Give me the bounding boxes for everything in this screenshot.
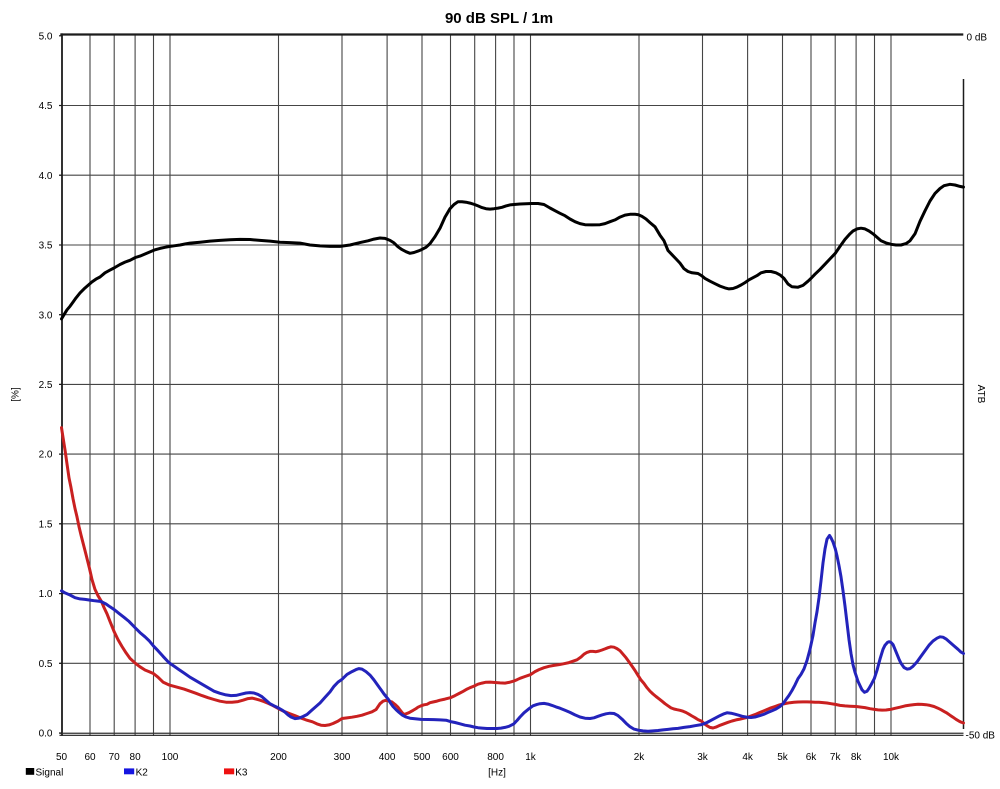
svg-text:5.0: 5.0 [39,31,53,42]
svg-text:300: 300 [334,752,351,763]
svg-text:4.5: 4.5 [39,101,53,112]
svg-text:400: 400 [379,752,396,763]
svg-text:3.0: 3.0 [39,310,53,321]
svg-text:90 dB SPL / 1m: 90 dB SPL / 1m [445,10,553,27]
svg-text:4.0: 4.0 [39,171,53,182]
svg-text:0.0: 0.0 [39,729,53,740]
svg-text:600: 600 [442,752,459,763]
svg-text:-50 dB: -50 dB [966,731,996,742]
svg-text:7k: 7k [830,752,842,763]
svg-text:80: 80 [130,752,142,763]
svg-text:5k: 5k [777,752,789,763]
svg-text:K2: K2 [136,768,149,779]
svg-text:[Hz]: [Hz] [488,768,506,779]
svg-text:1.0: 1.0 [39,589,53,600]
svg-text:2.0: 2.0 [39,450,53,461]
svg-text:ATB: ATB [975,385,986,404]
svg-text:100: 100 [162,752,179,763]
svg-text:4k: 4k [742,752,754,763]
svg-text:3.5: 3.5 [39,241,53,252]
svg-text:50: 50 [56,752,68,763]
svg-text:200: 200 [270,752,287,763]
svg-text:800: 800 [487,752,504,763]
svg-text:60: 60 [84,752,96,763]
svg-text:0 dB: 0 dB [967,33,988,44]
svg-text:8k: 8k [851,752,863,763]
svg-text:2.5: 2.5 [39,380,53,391]
svg-text:0.5: 0.5 [39,659,53,670]
svg-text:1.5: 1.5 [39,519,53,530]
svg-text:3k: 3k [697,752,709,763]
svg-text:70: 70 [109,752,121,763]
svg-text:1k: 1k [525,752,537,763]
svg-text:2k: 2k [634,752,646,763]
svg-text:10k: 10k [883,752,900,763]
svg-text:6k: 6k [806,752,818,763]
svg-text:K3: K3 [235,768,248,779]
svg-text:[%]: [%] [11,387,22,402]
svg-text:500: 500 [414,752,431,763]
svg-text:Signal: Signal [36,768,64,779]
